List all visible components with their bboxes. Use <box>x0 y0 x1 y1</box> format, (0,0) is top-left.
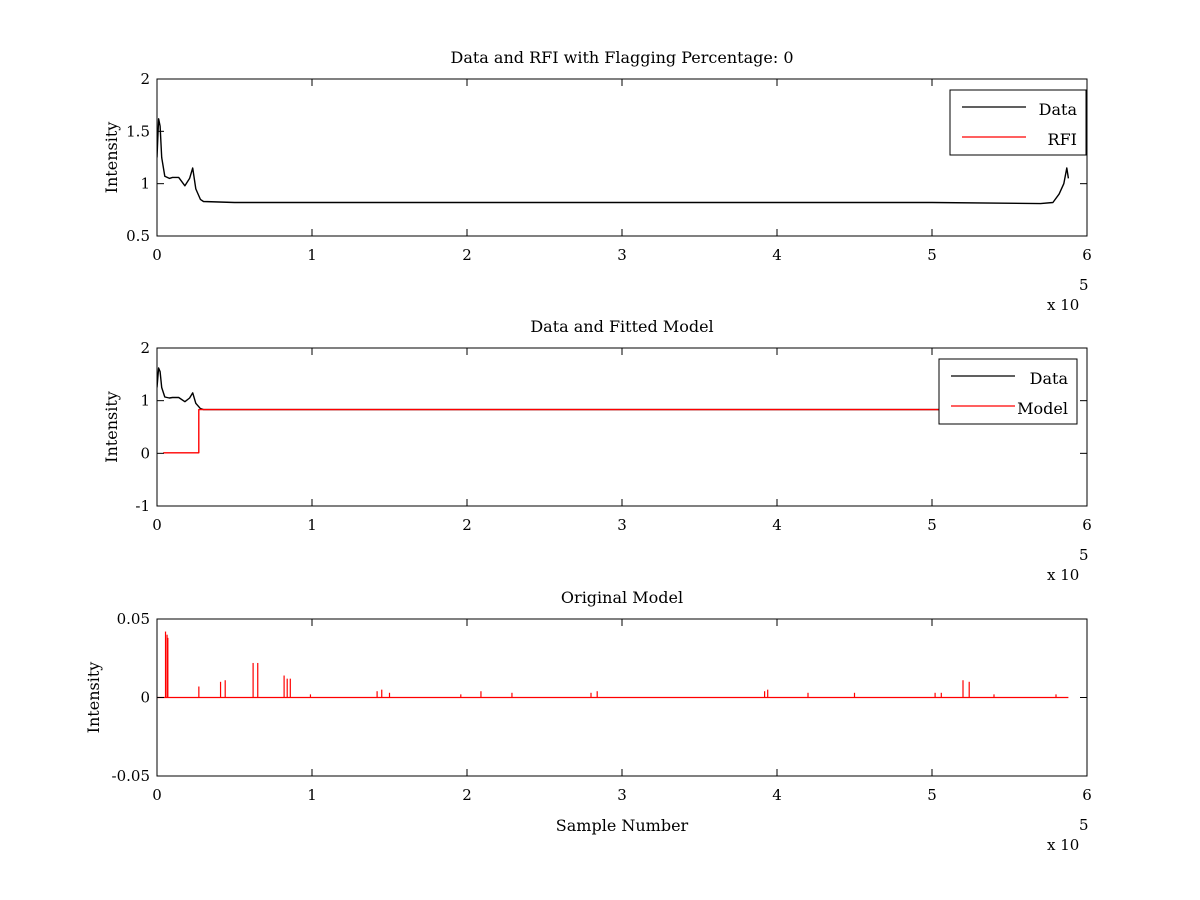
legend: Data Model <box>938 358 1078 425</box>
x-exponent-power: 5 <box>1079 276 1089 294</box>
legend: Data RFI <box>949 89 1087 156</box>
y-tick-label: 2 <box>140 70 150 88</box>
x-tick-label: 3 <box>617 516 627 534</box>
x-tick-label: 0 <box>152 786 162 804</box>
y-tick-label: 1 <box>140 175 150 193</box>
chart-title: Data and RFI with Flagging Percentage: 0 <box>450 48 793 67</box>
x-tick-label: 1 <box>307 246 317 264</box>
series-data-line <box>157 367 948 411</box>
y-tick-label: -0.05 <box>112 767 150 785</box>
x-tick-label: 2 <box>462 786 472 804</box>
x-tick-label: 4 <box>772 246 782 264</box>
legend-box <box>938 358 1078 425</box>
legend-entry: RFI <box>1048 130 1077 149</box>
x-exponent-label: x 10 <box>1047 566 1079 584</box>
legend-entry: Data <box>1039 100 1078 119</box>
series-group <box>157 118 1070 205</box>
y-axis-label: Intensity <box>84 662 103 734</box>
x-tick-label: 0 <box>152 246 162 264</box>
legend-entry: Data <box>1030 369 1069 388</box>
series-group <box>157 367 948 454</box>
x-tick-label: 4 <box>772 516 782 534</box>
x-tick-label: 3 <box>617 246 627 264</box>
x-tick-label: 5 <box>927 516 937 534</box>
x-tick-label: 0 <box>152 516 162 534</box>
axes-box <box>156 78 1088 237</box>
x-tick-label: 1 <box>307 786 317 804</box>
x-exponent-power: 5 <box>1079 816 1089 834</box>
y-tick-label: 0.5 <box>126 227 150 245</box>
x-tick-label: 6 <box>1082 246 1092 264</box>
x-tick-label: 6 <box>1082 786 1092 804</box>
x-exponent-label: x 10 <box>1047 836 1079 854</box>
x-tick-label: 5 <box>927 786 937 804</box>
x-tick-label: 2 <box>462 246 472 264</box>
y-tick-label: 1 <box>140 392 150 410</box>
x-tick-label: 1 <box>307 516 317 534</box>
x-tick-label: 4 <box>772 786 782 804</box>
y-tick-label: -1 <box>135 497 150 515</box>
chart-title: Data and Fitted Model <box>530 317 713 336</box>
y-axis-label: Intensity <box>102 122 121 194</box>
y-tick-label: 1.5 <box>126 122 150 140</box>
x-tick-label: 5 <box>927 246 937 264</box>
x-exponent-power: 5 <box>1079 546 1089 564</box>
x-tick-label: 2 <box>462 516 472 534</box>
x-tick-label: 3 <box>617 786 627 804</box>
series-model-line <box>163 408 948 454</box>
y-tick-label: 0 <box>140 689 150 707</box>
legend-entry: Model <box>1017 399 1068 418</box>
y-tick-label: 0 <box>140 444 150 462</box>
y-axis-label: Intensity <box>102 391 121 463</box>
y-tick-label: 0.05 <box>117 610 150 628</box>
series-group <box>157 631 1069 699</box>
legend-box <box>949 89 1087 156</box>
x-axis-label: Sample Number <box>556 816 689 835</box>
y-tick-label: 2 <box>140 339 150 357</box>
x-tick-label: 6 <box>1082 516 1092 534</box>
series-data-line <box>157 118 1070 205</box>
chart-title: Original Model <box>561 588 683 607</box>
x-exponent-label: x 10 <box>1047 296 1079 314</box>
